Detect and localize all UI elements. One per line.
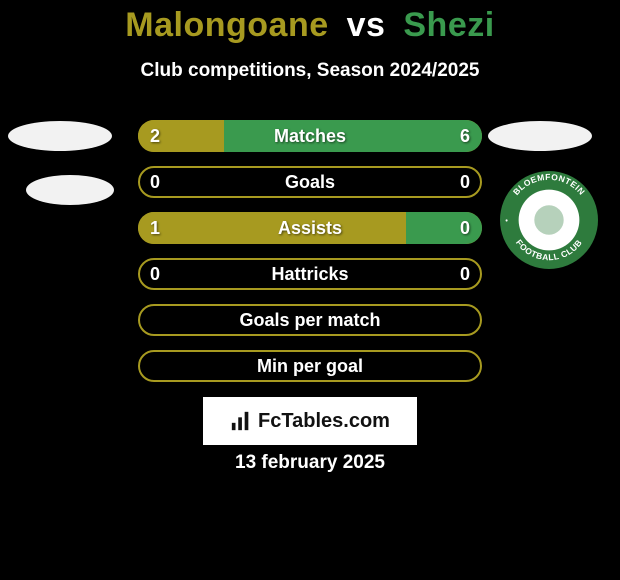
stat-left-value: 0 (150, 258, 160, 290)
date-line: 13 february 2025 (0, 452, 620, 474)
fctables-logo-inner: FcTables.com (230, 410, 390, 433)
subtitle: Club competitions, Season 2024/2025 (0, 60, 620, 82)
stat-right-value: 0 (460, 258, 470, 290)
stats-bars: Matches26Goals00Assists10Hattricks00Goal… (138, 120, 482, 396)
comparison-card: Malongoane vs Shezi Club competitions, S… (0, 0, 620, 580)
stat-left-value: 1 (150, 212, 160, 244)
stat-right-value: 6 (460, 120, 470, 152)
stat-label: Hattricks (138, 258, 482, 290)
stat-row: Hattricks0 0 (138, 258, 482, 290)
team-badge-left (8, 121, 112, 151)
stat-left-value: 0 (150, 166, 160, 198)
stat-label: Assists (138, 212, 482, 244)
page-title: Malongoane vs Shezi (0, 6, 620, 45)
vs-word: vs (347, 6, 386, 44)
stat-left-value: 2 (150, 120, 160, 152)
bar-chart-icon (230, 410, 252, 432)
stat-row: Goals0 0 (138, 166, 482, 198)
team-badge-left (26, 175, 114, 205)
player-left-name: Malongoane (125, 6, 328, 44)
stat-row: Goals per match (138, 304, 482, 336)
stat-label: Min per goal (138, 350, 482, 382)
stat-right-value: 0 (460, 166, 470, 198)
stat-row: Min per goal (138, 350, 482, 382)
player-right-name: Shezi (403, 6, 494, 44)
stat-row: Matches2 6 (138, 120, 482, 152)
crest-side-text: • (505, 218, 508, 225)
stat-label: Goals per match (138, 304, 482, 336)
fctables-logo: FcTables.com (203, 397, 417, 445)
fctables-logo-text: FcTables.com (258, 410, 390, 433)
right-team-crest: BLOEMFONTEINFOOTBALL CLUB• (496, 167, 602, 273)
stat-label: Matches (138, 120, 482, 152)
stat-right-value: 0 (460, 212, 470, 244)
stat-row: Assists1 0 (138, 212, 482, 244)
team-badge-right (488, 121, 592, 151)
stat-label: Goals (138, 166, 482, 198)
